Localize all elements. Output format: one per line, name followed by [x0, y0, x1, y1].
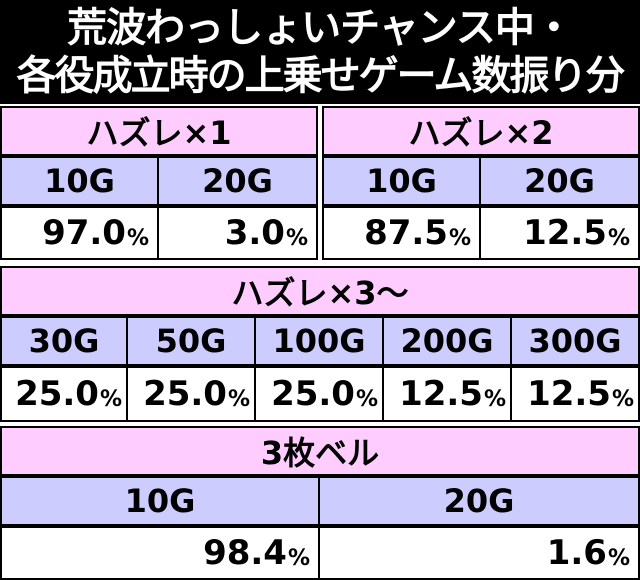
percent-unit: %	[285, 225, 308, 251]
table-title: ハズレ×2	[324, 108, 638, 154]
table-hazure-3-plus: ハズレ×3〜 30G 50G 100G 200G 300G 25.0% 25.0…	[0, 266, 640, 422]
column-header: 10G	[2, 478, 320, 524]
value-cell: 1.6%	[320, 528, 638, 578]
value-cell: 25.0%	[256, 368, 384, 420]
table-title: ハズレ×3〜	[2, 268, 638, 314]
value-cell: 98.4%	[2, 528, 320, 578]
value-number: 97.0	[42, 213, 126, 253]
percent-unit: %	[607, 225, 630, 251]
column-header: 200G	[384, 318, 512, 364]
percent-unit: %	[126, 225, 149, 251]
value-cell: 25.0%	[128, 368, 256, 420]
value-number: 3.0	[224, 213, 285, 253]
value-cell: 12.5%	[481, 208, 638, 258]
value-number: 12.5	[523, 213, 607, 253]
value-cell: 87.5%	[324, 208, 481, 258]
table-title: ハズレ×1	[2, 108, 316, 154]
column-header: 100G	[256, 318, 384, 364]
value-cell: 97.0%	[2, 208, 159, 258]
table-hazure-1: ハズレ×1 10G 20G 97.0% 3.0%	[0, 106, 318, 260]
value-cell: 12.5%	[384, 368, 512, 420]
percent-unit: %	[448, 225, 471, 251]
column-header: 10G	[2, 158, 159, 204]
percent-unit: %	[99, 386, 122, 412]
value-cell: 25.0%	[2, 368, 128, 420]
column-header: 300G	[512, 318, 638, 364]
value-number: 98.4	[203, 533, 287, 573]
value-number: 25.0	[271, 374, 355, 414]
value-cell: 3.0%	[159, 208, 316, 258]
percent-unit: %	[611, 386, 634, 412]
percent-unit: %	[287, 545, 310, 571]
column-header: 20G	[159, 158, 316, 204]
percent-unit: %	[607, 545, 630, 571]
table-3mai-bell: 3枚ベル 10G 20G 98.4% 1.6%	[0, 426, 640, 580]
column-header: 20G	[320, 478, 638, 524]
column-header: 20G	[481, 158, 638, 204]
value-number: 25.0	[143, 374, 227, 414]
column-header: 50G	[128, 318, 256, 364]
percent-unit: %	[483, 386, 506, 412]
table-hazure-2: ハズレ×2 10G 20G 87.5% 12.5%	[322, 106, 640, 260]
percent-unit: %	[355, 386, 378, 412]
value-number: 12.5	[399, 374, 483, 414]
column-header: 10G	[324, 158, 481, 204]
column-header: 30G	[2, 318, 128, 364]
value-cell: 12.5%	[512, 368, 638, 420]
header-title-line1: 荒波わっしょいチャンス中・	[67, 5, 574, 51]
percent-unit: %	[227, 386, 250, 412]
value-number: 12.5	[527, 374, 611, 414]
value-number: 1.6	[546, 533, 607, 573]
value-number: 87.5	[364, 213, 448, 253]
page-header: 荒波わっしょいチャンス中・ 各役成立時の上乗せゲーム数振り分け	[0, 0, 640, 147]
value-number: 25.0	[15, 374, 99, 414]
table-title: 3枚ベル	[2, 428, 638, 474]
